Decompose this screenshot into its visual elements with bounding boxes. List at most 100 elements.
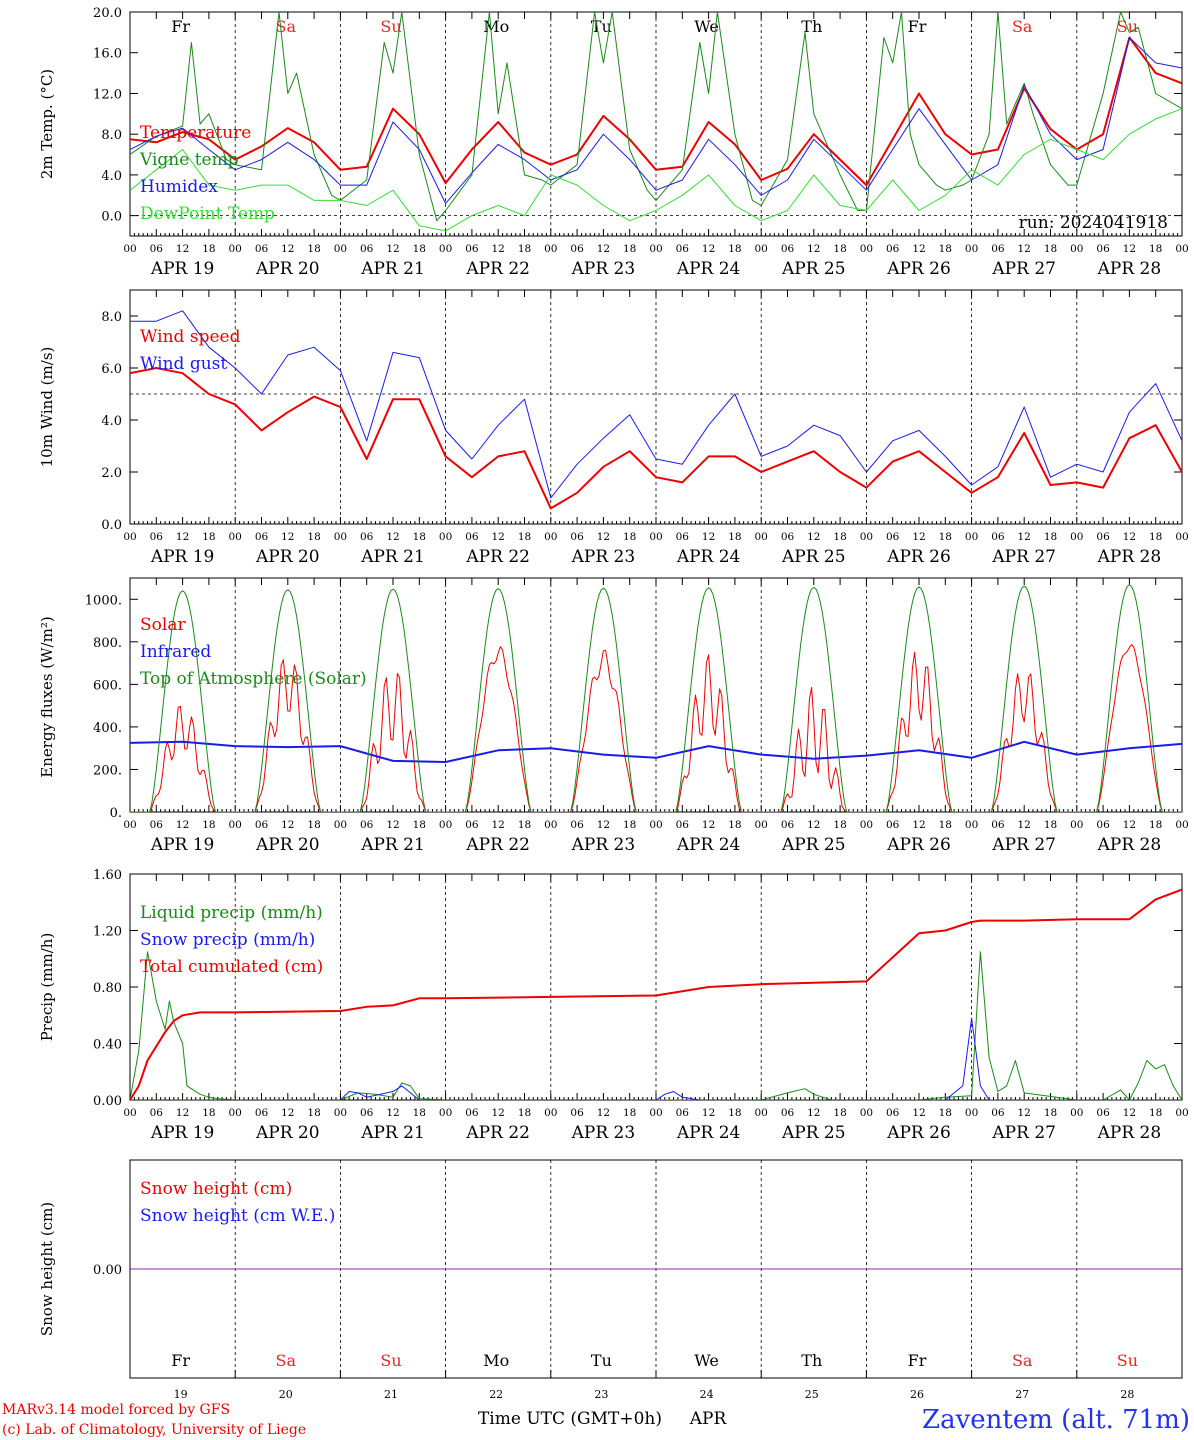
hour-tick-label: 12 xyxy=(281,819,294,831)
hour-tick-label: 06 xyxy=(570,531,584,543)
hour-tick-label: 06 xyxy=(465,819,479,831)
hour-tick-label: 12 xyxy=(1018,531,1031,543)
hour-tick-label: 12 xyxy=(492,531,505,543)
hour-tick-label: 18 xyxy=(202,531,215,543)
hour-tick-label: 18 xyxy=(1149,1107,1162,1119)
day-number: 26 xyxy=(910,1388,924,1401)
series-line-vigne-temp xyxy=(130,12,1182,222)
day-label: APR 19 xyxy=(150,259,215,279)
day-label: APR 22 xyxy=(465,1123,530,1143)
y-tick-label: 200. xyxy=(93,763,122,778)
series-line-humidex xyxy=(130,37,1182,204)
legend-entry: Snow height (cm W.E.) xyxy=(140,1206,335,1226)
hour-tick-label: 18 xyxy=(833,243,846,255)
hour-tick-label: 12 xyxy=(386,1107,399,1119)
hour-tick-label: 00 xyxy=(544,531,557,543)
hour-tick-label: 06 xyxy=(676,243,690,255)
hour-tick-label: 06 xyxy=(781,819,795,831)
series-group xyxy=(130,310,1182,510)
y-tick-label: 1000. xyxy=(85,593,122,608)
y-tick-label: 8.0 xyxy=(101,128,122,143)
y-axis-label: Energy fluxes (W/m²) xyxy=(38,616,56,777)
hour-tick-label: 12 xyxy=(176,1107,189,1119)
hour-tick-label: 00 xyxy=(860,819,873,831)
hour-tick-label: 00 xyxy=(439,531,452,543)
hour-tick-label: 00 xyxy=(229,531,242,543)
hour-tick-label: 00 xyxy=(123,1107,136,1119)
hour-tick-label: 00 xyxy=(755,243,768,255)
legend-entry: Humidex xyxy=(140,177,218,197)
day-number: 27 xyxy=(1015,1388,1029,1401)
weekday-label: Fr xyxy=(908,1351,927,1370)
hour-tick-label: 06 xyxy=(1096,243,1110,255)
hour-tick-label: 06 xyxy=(886,243,900,255)
series-line-top-of-atmosphere-solar xyxy=(130,584,1182,812)
weekday-label: Th xyxy=(801,17,822,36)
weekday-label: Fr xyxy=(171,17,190,36)
credit-line-2: (c) Lab. of Climatology, University of L… xyxy=(2,1422,306,1438)
hour-tick-label: 18 xyxy=(833,819,846,831)
hour-tick-label: 00 xyxy=(860,531,873,543)
y-tick-label: 0.0 xyxy=(101,518,122,533)
y-axis-label: 2m Temp. (°C) xyxy=(38,69,56,179)
hour-tick-label: 18 xyxy=(728,243,741,255)
day-label: APR 20 xyxy=(255,547,320,567)
legend-entry: Snow height (cm) xyxy=(140,1179,292,1199)
day-label: APR 25 xyxy=(781,547,846,567)
hour-tick-label: 06 xyxy=(991,243,1005,255)
day-label: APR 28 xyxy=(1097,1123,1162,1143)
y-tick-label: 0.0 xyxy=(101,210,122,225)
hour-tick-label: 12 xyxy=(281,1107,294,1119)
hour-tick-label: 00 xyxy=(965,531,978,543)
day-number: 28 xyxy=(1120,1388,1134,1401)
hour-tick-label: 12 xyxy=(702,819,715,831)
legend-entry: Temperature xyxy=(140,123,251,143)
hour-tick-label: 00 xyxy=(1175,819,1188,831)
hour-tick-label: 00 xyxy=(334,819,347,831)
hour-tick-label: 00 xyxy=(649,819,662,831)
hour-tick-label: 18 xyxy=(413,243,426,255)
hour-tick-label: 00 xyxy=(544,1107,557,1119)
series-line-snow-precip-mm-h xyxy=(130,1017,1182,1100)
day-label: APR 28 xyxy=(1097,835,1162,855)
series-line-dewpoint-temp xyxy=(130,108,1182,232)
day-label: APR 26 xyxy=(886,259,951,279)
hour-tick-label: 06 xyxy=(570,819,584,831)
hour-tick-label: 06 xyxy=(150,819,164,831)
hour-tick-label: 06 xyxy=(255,819,269,831)
hour-tick-label: 18 xyxy=(202,819,215,831)
day-label: APR 19 xyxy=(150,1123,215,1143)
day-label: APR 25 xyxy=(781,1123,846,1143)
hour-tick-label: 00 xyxy=(755,531,768,543)
hour-tick-label: 06 xyxy=(150,243,164,255)
panel-wind: 8.0 6.0 4.0 2.0 0.0 10m Wind (m/s) 00 06 12 18 00 0… xyxy=(38,289,1189,567)
legend-entry: DewPoint Temp xyxy=(140,204,275,224)
hour-tick-label: 00 xyxy=(860,1107,873,1119)
day-label: APR 20 xyxy=(255,835,320,855)
hour-tick-label: 12 xyxy=(176,531,189,543)
series-line-total-cumulated-cm xyxy=(130,888,1182,1100)
hour-tick-label: 12 xyxy=(912,243,925,255)
hour-tick-label: 12 xyxy=(807,1107,820,1119)
hour-tick-label: 06 xyxy=(360,819,374,831)
series-line-solar xyxy=(130,644,1182,812)
day-label: APR 26 xyxy=(886,835,951,855)
day-label: APR 24 xyxy=(676,1123,741,1143)
legend-entry: Infrared xyxy=(140,642,211,662)
hour-tick-label: 00 xyxy=(1175,531,1188,543)
day-label: APR 25 xyxy=(781,835,846,855)
hour-tick-label: 12 xyxy=(597,819,610,831)
hour-tick-label: 06 xyxy=(781,243,795,255)
hour-tick-label: 12 xyxy=(912,1107,925,1119)
y-tick-label: 2.0 xyxy=(101,466,122,481)
day-label: APR 24 xyxy=(676,547,741,567)
y-tick-label: 1.20 xyxy=(93,925,122,940)
day-label: APR 23 xyxy=(571,547,636,567)
hour-tick-label: 00 xyxy=(123,243,136,255)
hour-tick-label: 12 xyxy=(1123,1107,1136,1119)
weekday-label: Mo xyxy=(483,1351,509,1370)
hour-tick-label: 18 xyxy=(939,819,952,831)
y-tick-label: 0. xyxy=(110,806,122,821)
day-label: APR 26 xyxy=(886,1123,951,1143)
